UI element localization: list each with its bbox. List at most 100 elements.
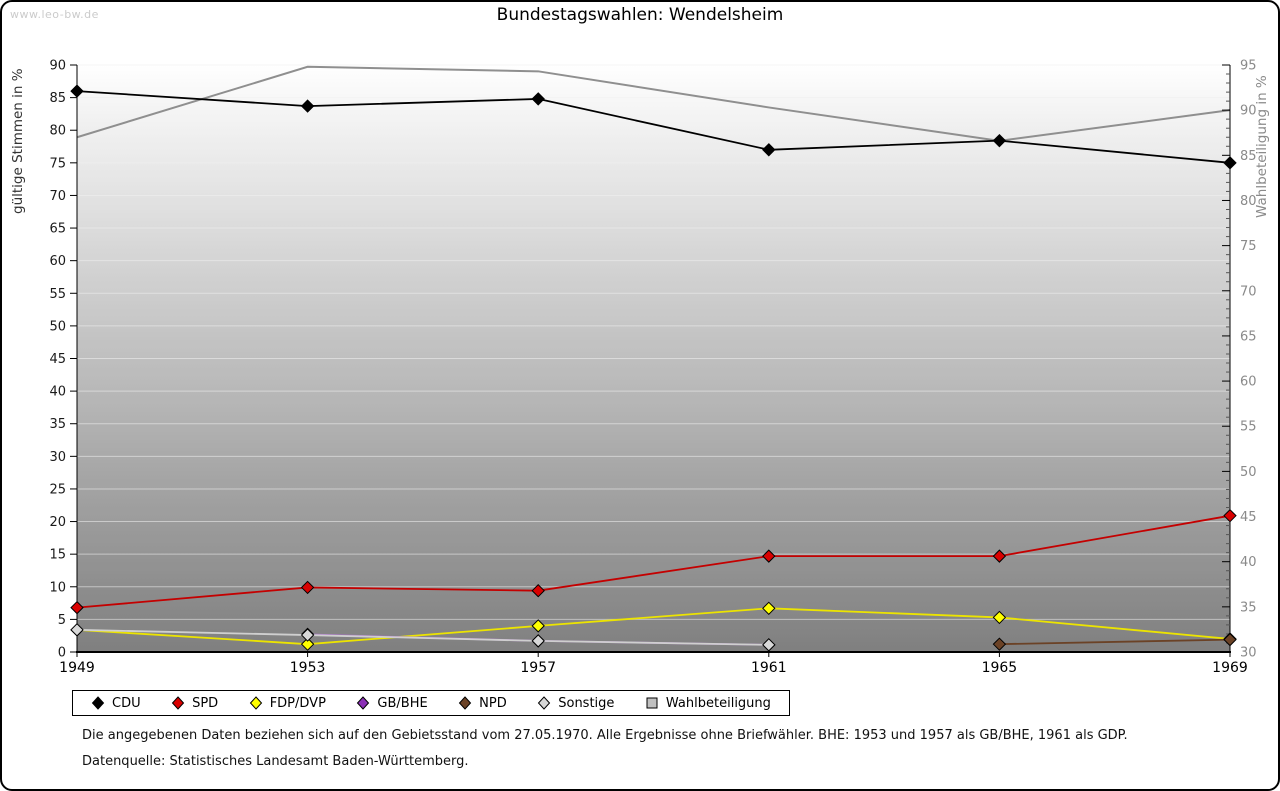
right-tick-label: 50: [1240, 465, 1257, 480]
right-tick-label: 55: [1240, 420, 1257, 435]
right-tick-label: 80: [1240, 194, 1257, 209]
right-tick-label: 35: [1240, 600, 1257, 615]
data-point-npd: [992, 637, 1007, 651]
series-line-npd: [999, 638, 1231, 646]
square-marker-icon: [646, 697, 658, 709]
data-point-cdu: [762, 143, 776, 157]
legend-label: NPD: [479, 695, 507, 711]
legend-item-fdp-dvp: FDP/DVP: [249, 696, 326, 711]
data-point-cdu: [300, 99, 315, 113]
data-point-sonstige: [531, 634, 545, 648]
data-point-fdp-dvp: [300, 637, 315, 651]
x-tick-label: 1969: [1212, 660, 1248, 676]
data-point-spd: [762, 549, 776, 563]
left-tick-label: 45: [49, 352, 66, 367]
right-tick-label: 40: [1240, 555, 1257, 570]
right-tick-label: 45: [1240, 510, 1257, 525]
data-point-spd: [300, 580, 315, 595]
x-axis: 1949 1953 1957 1961 1965 1969: [59, 652, 1248, 676]
series-sonstige: [70, 623, 776, 652]
data-point-sonstige: [300, 628, 315, 642]
series-line-spd: [76, 514, 1231, 609]
data-point-spd: [70, 600, 84, 615]
footnote-line-2: Datenquelle: Statistisches Landesamt Bad…: [82, 754, 469, 769]
left-tick-label: 65: [49, 222, 66, 237]
left-tick-label: 10: [49, 580, 66, 595]
legend-label: FDP/DVP: [269, 695, 326, 711]
left-tick-label: 75: [49, 156, 66, 171]
data-point-cdu: [531, 92, 545, 106]
series-line-cdu: [76, 90, 1231, 164]
diamond-marker-icon: [458, 696, 472, 710]
series-line-fdp-dvp: [76, 607, 1231, 646]
legend-label: GB/BHE: [377, 695, 428, 711]
diamond-marker-icon: [91, 696, 105, 710]
left-tick-label: 50: [49, 319, 66, 334]
left-tick-label: 25: [49, 482, 66, 497]
right-axis: 30 35 40 45 50 55 60 65 70 75 80 85 90 95: [1222, 59, 1257, 661]
diamond-marker-icon: [357, 696, 370, 710]
left-tick-label: 15: [49, 548, 66, 563]
left-tick-label: 55: [49, 287, 66, 302]
x-tick-label: 1965: [982, 660, 1018, 676]
gridlines: [77, 64, 1230, 620]
legend-item-wahlbeteiligung: Wahlbeteiligung: [645, 696, 771, 711]
data-point-cdu: [992, 133, 1007, 148]
legend-item-cdu: CDU: [91, 696, 141, 711]
left-tick-label: 85: [49, 91, 66, 106]
left-tick-label: 35: [49, 417, 66, 432]
legend-item-npd: NPD: [458, 696, 507, 711]
x-tick-label: 1953: [290, 660, 326, 676]
x-tick-label: 1949: [59, 660, 95, 676]
diamond-marker-icon: [171, 696, 185, 710]
legend: CDU SPD FDP/DVP GB/BHE NPD Sonstige Wahlbeteil…: [72, 690, 790, 716]
left-axis-title: gültige Stimmen in %: [10, 68, 26, 214]
legend-item-sonstige: Sonstige: [537, 696, 614, 711]
series-npd: [992, 632, 1237, 651]
legend-label: Sonstige: [558, 695, 615, 711]
left-tick-label: 30: [49, 450, 66, 465]
data-point-sonstige: [70, 623, 84, 637]
left-tick-label: 20: [49, 515, 66, 530]
footnote-line-1: Die angegebenen Daten beziehen sich auf …: [82, 728, 1128, 743]
legend-label: CDU: [112, 695, 141, 711]
page-title: Bundestagswahlen: Wendelsheim: [496, 5, 784, 25]
x-tick-label: 1961: [751, 660, 787, 676]
turnout-area: [77, 66, 1230, 652]
data-point-sonstige: [762, 638, 776, 652]
left-tick-label: 60: [49, 254, 66, 269]
series-line-sonstige: [76, 628, 769, 646]
data-point-spd: [992, 549, 1007, 563]
data-point-cdu: [70, 84, 84, 98]
data-point-cdu: [1223, 156, 1237, 170]
left-tick-label: 70: [49, 189, 66, 204]
left-tick-label: 90: [49, 59, 66, 74]
turnout-line: [76, 65, 1231, 142]
data-point-fdp-dvp: [992, 610, 1007, 625]
legend-label: SPD: [192, 695, 219, 711]
legend-item-gb-bhe: GB/BHE: [356, 695, 428, 711]
data-point-spd: [1223, 508, 1237, 523]
left-tick-label: 0: [58, 646, 66, 661]
x-tick-label: 1957: [520, 660, 556, 676]
legend-item-spd: SPD: [171, 696, 218, 711]
watermark: www.leo-bw.de: [10, 8, 99, 21]
right-tick-label: 95: [1240, 59, 1257, 74]
right-tick-label: 90: [1240, 104, 1257, 119]
diamond-marker-icon: [249, 696, 262, 710]
series-cdu: [70, 84, 1237, 170]
right-tick-label: 30: [1240, 646, 1257, 661]
right-tick-label: 60: [1240, 375, 1257, 390]
left-tick-label: 5: [58, 613, 66, 628]
left-tick-label: 80: [49, 124, 66, 139]
right-tick-label: 70: [1240, 284, 1257, 299]
diamond-marker-icon: [538, 696, 551, 710]
data-point-spd: [531, 583, 545, 598]
series-spd: [70, 508, 1237, 615]
right-tick-label: 75: [1240, 239, 1257, 254]
data-point-fdp-dvp: [762, 601, 776, 616]
data-point-npd: [1223, 632, 1237, 647]
left-tick-label: 40: [49, 385, 66, 400]
